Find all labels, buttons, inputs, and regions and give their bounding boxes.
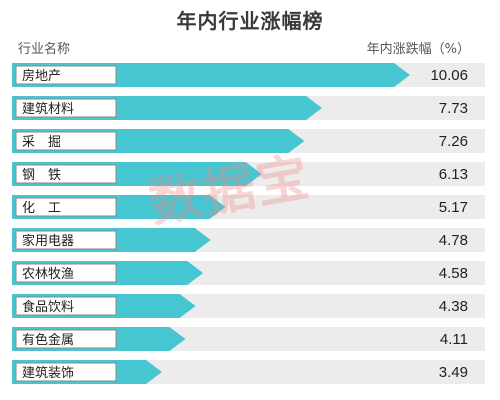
category-box-9 — [15, 362, 117, 382]
category-label-0: 房地产 — [22, 68, 61, 84]
category-header: 行业名称 — [18, 42, 71, 57]
category-label-6: 农林牧渔 — [22, 267, 74, 282]
value-label-5: 4.78 — [439, 232, 468, 249]
chart-title: 年内行业涨幅榜 — [176, 9, 324, 33]
value-label-3: 6.13 — [439, 166, 468, 183]
category-box-2 — [15, 131, 117, 151]
value-label-0: 10.06 — [430, 67, 468, 84]
value-label-2: 7.26 — [439, 133, 468, 150]
category-box-3 — [15, 164, 117, 184]
category-box-1 — [15, 98, 117, 118]
category-label-5: 家用电器 — [22, 233, 74, 249]
category-label-7: 食品饮料 — [22, 299, 74, 315]
category-label-9: 建筑装饰 — [22, 365, 74, 381]
category-box-7 — [15, 296, 117, 316]
value-label-7: 4.38 — [439, 298, 468, 315]
category-label-3: 钢 铁 — [22, 168, 61, 183]
category-label-2: 采 掘 — [22, 135, 61, 150]
category-box-0 — [15, 65, 117, 85]
value-label-8: 4.11 — [440, 331, 468, 348]
category-label-4: 化 工 — [22, 201, 61, 216]
category-box-6 — [15, 263, 117, 283]
category-box-8 — [15, 329, 117, 349]
value-header: 年内涨跌幅（%） — [366, 42, 470, 57]
value-label-1: 7.73 — [439, 100, 468, 117]
category-box-5 — [15, 230, 117, 250]
value-label-4: 5.17 — [439, 199, 468, 216]
value-label-6: 4.58 — [439, 265, 468, 282]
value-label-9: 3.49 — [439, 364, 468, 381]
category-label-1: 建筑材料 — [22, 101, 74, 117]
category-label-8: 有色金属 — [22, 332, 74, 348]
category-box-4 — [15, 197, 117, 217]
